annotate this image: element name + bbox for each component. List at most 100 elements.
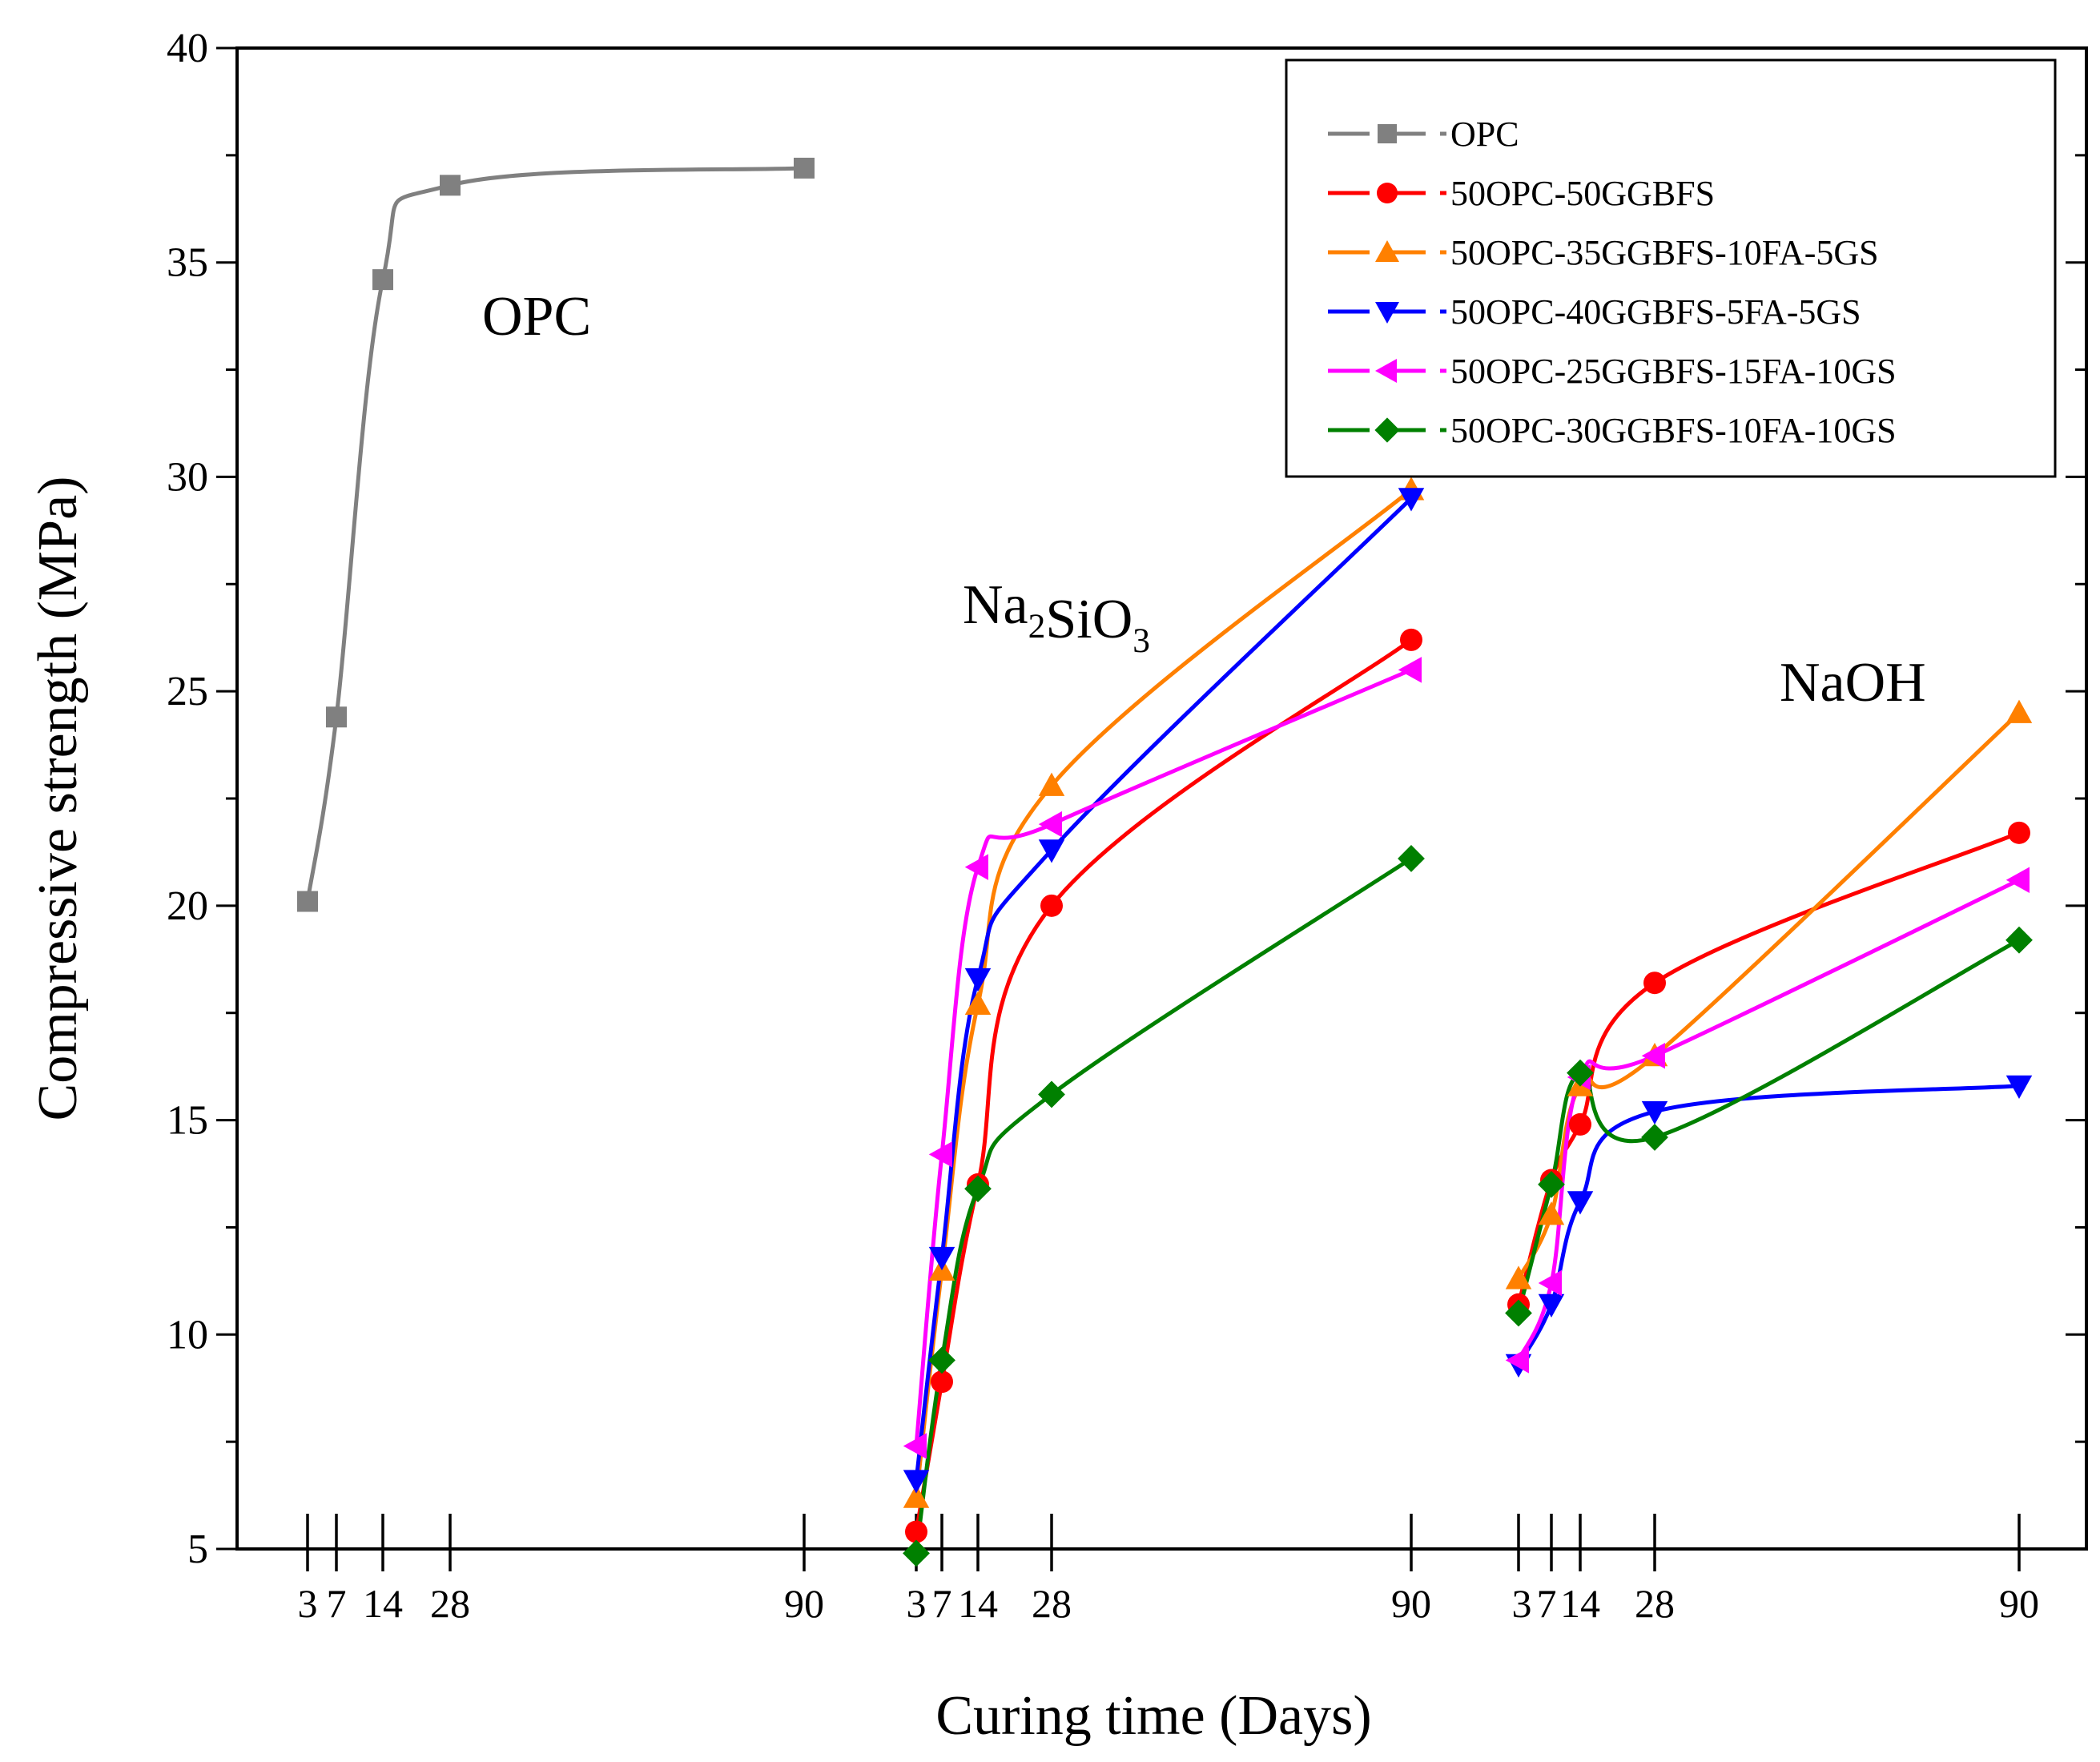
data-point-1 <box>1569 1112 1591 1136</box>
legend-label: 50OPC-35GGBFS-10FA-5GS <box>1450 233 1879 272</box>
data-point-4 <box>903 1433 927 1459</box>
x-tick-label: 14 <box>958 1581 998 1626</box>
data-point-5 <box>1538 1170 1565 1198</box>
data-point-5 <box>928 1346 955 1374</box>
data-point-3 <box>1641 1100 1668 1125</box>
y-tick-label: 40 <box>167 26 208 71</box>
data-point-2 <box>1038 772 1065 796</box>
data-point-4 <box>2005 867 2030 893</box>
data-point-3 <box>928 1246 955 1271</box>
legend-label: 50OPC-25GGBFS-15FA-10GS <box>1450 352 1897 391</box>
x-tick-label: 7 <box>327 1581 347 1626</box>
data-point-1 <box>905 1520 927 1543</box>
y-tick-label: 35 <box>167 240 208 286</box>
data-point-3 <box>1038 839 1065 863</box>
data-point-5 <box>964 1175 992 1203</box>
data-point-4 <box>964 854 988 880</box>
data-point-2 <box>903 1484 930 1508</box>
x-tick-label: 7 <box>1537 1581 1557 1626</box>
data-point-5 <box>2005 926 2033 954</box>
data-point-0 <box>372 269 393 291</box>
y-tick-label: 20 <box>167 883 208 929</box>
x-axis-label: Curing time (Days) <box>935 1685 1371 1747</box>
x-tick-label: 7 <box>932 1581 952 1626</box>
legend: OPC 50OPC-50GGBFS 50OPC-35GGBFS-10FA-5GS 50… <box>1285 58 2057 478</box>
y-tick-label: 5 <box>187 1527 208 1572</box>
x-tick-label: 90 <box>1999 1581 2039 1626</box>
x-tick-label: 3 <box>1512 1581 1532 1626</box>
series-line-3 <box>1516 1084 2022 1367</box>
legend-marker <box>1374 417 1400 443</box>
data-point-2 <box>964 991 992 1016</box>
y-tick-label: 25 <box>167 669 208 714</box>
series-line-2 <box>1516 710 2022 1281</box>
data-point-3 <box>964 967 992 992</box>
data-point-3 <box>2005 1075 2033 1099</box>
data-point-4 <box>1038 811 1062 838</box>
y-tick-label: 15 <box>167 1098 208 1144</box>
data-point-4 <box>1538 1269 1562 1297</box>
data-point-2 <box>1505 1265 1532 1289</box>
legend-label: OPC <box>1450 115 1519 154</box>
series-line-5 <box>1516 938 2022 1316</box>
data-point-1 <box>1040 894 1063 917</box>
data-point-3 <box>1398 488 1425 512</box>
data-point-1 <box>1643 972 1666 995</box>
legend-marker <box>1378 124 1397 143</box>
data-point-0 <box>440 175 461 196</box>
data-point-5 <box>1038 1080 1065 1108</box>
legend-marker <box>1377 183 1398 203</box>
x-tick-label: 3 <box>298 1581 318 1626</box>
data-point-3 <box>1567 1191 1594 1215</box>
series-line-1 <box>1516 831 2022 1307</box>
data-point-5 <box>1398 845 1425 872</box>
marker-layer <box>297 157 2033 1567</box>
x-tick-label: 90 <box>784 1581 824 1626</box>
data-point-2 <box>1538 1201 1565 1225</box>
series-line-5 <box>915 856 1414 1549</box>
data-point-5 <box>1505 1299 1532 1327</box>
data-point-0 <box>326 706 347 728</box>
data-point-4 <box>1641 1043 1665 1069</box>
data-point-5 <box>1567 1059 1594 1087</box>
data-point-1 <box>931 1370 953 1394</box>
legend-label: 50OPC-40GGBFS-5FA-5GS <box>1450 292 1861 332</box>
legend-label: 50OPC-50GGBFS <box>1450 174 1715 213</box>
series-line-3 <box>914 496 1414 1482</box>
data-point-1 <box>2008 821 2030 844</box>
axes-layer <box>216 46 2088 1571</box>
x-tick-label: 28 <box>1635 1581 1675 1626</box>
data-point-1 <box>1400 628 1422 651</box>
x-tick-label: 90 <box>1391 1581 1431 1626</box>
group-label: NaOH <box>1780 652 1926 714</box>
data-point-3 <box>903 1470 930 1494</box>
data-point-4 <box>928 1141 952 1168</box>
y-axis-label: Compressive strength (MPa) <box>27 477 89 1121</box>
legend-marker <box>1375 359 1397 383</box>
legend-box <box>1285 58 2057 478</box>
series-line-1 <box>914 638 1414 1535</box>
y-tick-label: 10 <box>167 1312 208 1358</box>
data-point-0 <box>297 891 318 912</box>
data-point-5 <box>903 1539 930 1567</box>
x-tick-label: 14 <box>363 1581 403 1626</box>
y-tick-label: 30 <box>167 454 208 500</box>
legend-label: 50OPC-30GGBFS-10FA-10GS <box>1450 411 1897 450</box>
data-point-4 <box>1398 657 1422 683</box>
legend-marker <box>1375 302 1399 324</box>
data-point-0 <box>794 157 815 179</box>
x-tick-label: 14 <box>1560 1581 1600 1626</box>
group-label: Na2SiO3 <box>963 574 1150 660</box>
group-label: OPC <box>482 286 591 348</box>
x-tick-label: 3 <box>907 1581 927 1626</box>
data-point-4 <box>1505 1347 1529 1374</box>
series-line-2 <box>914 487 1414 1500</box>
x-tick-label: 28 <box>1032 1581 1072 1626</box>
data-point-5 <box>1641 1124 1668 1151</box>
legend-marker <box>1375 240 1399 262</box>
data-point-3 <box>1538 1293 1565 1318</box>
data-point-2 <box>2005 699 2033 723</box>
x-tick-label: 28 <box>430 1581 470 1626</box>
